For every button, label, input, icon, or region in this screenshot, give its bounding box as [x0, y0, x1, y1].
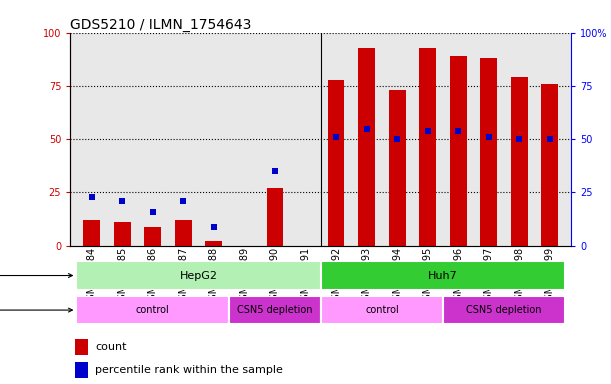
- Bar: [321, 261, 565, 290]
- Bar: [76, 261, 321, 290]
- Point: [87, 194, 97, 200]
- Bar: [175, 220, 192, 246]
- Point: [545, 136, 555, 142]
- Bar: [205, 242, 222, 246]
- Text: protocol: protocol: [0, 305, 72, 315]
- Text: CSN5 depletion: CSN5 depletion: [237, 305, 313, 315]
- Text: GDS5210 / ILMN_1754643: GDS5210 / ILMN_1754643: [70, 18, 252, 31]
- Bar: [443, 296, 565, 324]
- Bar: [389, 90, 406, 246]
- Text: count: count: [95, 341, 127, 351]
- Bar: [511, 78, 528, 246]
- Bar: [358, 48, 375, 246]
- Point: [392, 136, 402, 142]
- Bar: [144, 227, 161, 246]
- Bar: [419, 48, 436, 246]
- Bar: [229, 296, 321, 324]
- Point: [362, 126, 371, 132]
- Text: percentile rank within the sample: percentile rank within the sample: [95, 364, 283, 374]
- Point: [209, 223, 219, 230]
- Point: [148, 209, 158, 215]
- Bar: [266, 188, 284, 246]
- Text: control: control: [365, 305, 399, 315]
- Bar: [450, 56, 467, 246]
- Point: [331, 134, 341, 140]
- Point: [453, 127, 463, 134]
- Text: Huh7: Huh7: [428, 270, 458, 281]
- Bar: [75, 339, 88, 355]
- Bar: [114, 222, 131, 246]
- Text: cell line: cell line: [0, 270, 72, 281]
- Bar: [480, 58, 497, 246]
- Text: CSN5 depletion: CSN5 depletion: [466, 305, 542, 315]
- Bar: [327, 79, 345, 246]
- Point: [514, 136, 524, 142]
- Bar: [83, 220, 100, 246]
- Point: [270, 168, 280, 174]
- Point: [484, 134, 494, 140]
- Bar: [76, 296, 229, 324]
- Bar: [541, 84, 558, 246]
- Bar: [321, 296, 443, 324]
- Text: control: control: [136, 305, 170, 315]
- Point: [117, 198, 127, 204]
- Bar: [75, 362, 88, 378]
- Point: [178, 198, 188, 204]
- Point: [423, 127, 433, 134]
- Text: HepG2: HepG2: [180, 270, 218, 281]
